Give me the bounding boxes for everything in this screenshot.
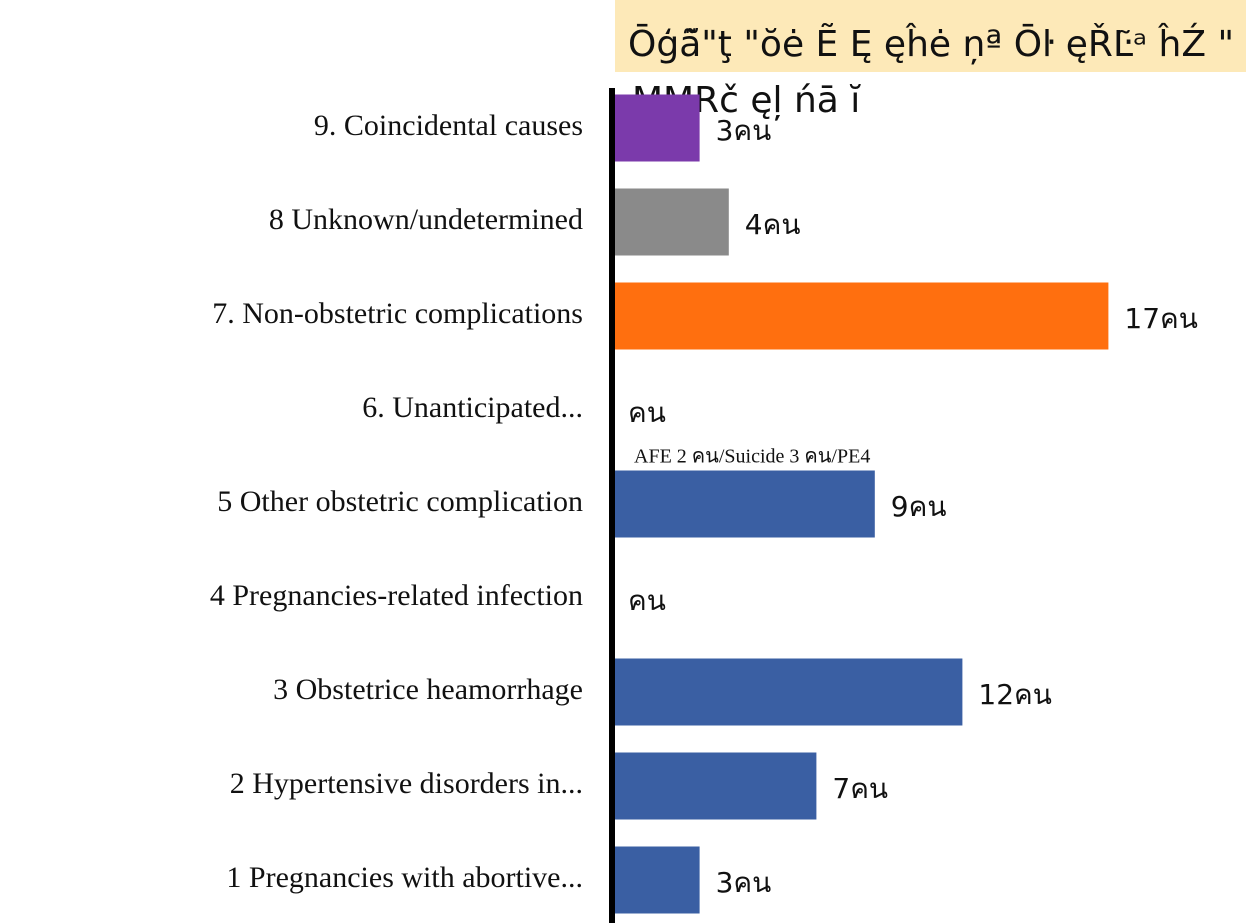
page: {"chart_data": { "type": "bar", "orienta… [0, 0, 1246, 923]
category-label: 9. Coincidental causes [314, 109, 583, 142]
bar [612, 753, 816, 820]
category-label: 7. Non-obstetric complications [212, 297, 583, 330]
annotation: AFE 2 คน/Suicide 3 คน/PE4 [634, 446, 870, 468]
value-label: คน [628, 584, 666, 617]
bar [612, 659, 962, 726]
category-label: 3 Obstetrice heamorrhage [273, 673, 583, 706]
bar [612, 283, 1108, 350]
chart-title: Ōģã̃"ţ "ŏė Ẽ Ę ęĥė ņª Ōŀ ęŘĿ̃ᵃ ĥŹ " [628, 23, 1234, 65]
value-label: 7คน [832, 772, 888, 805]
category-label: 8 Unknown/undetermined [269, 203, 583, 236]
value-label: 17คน [1124, 302, 1198, 335]
value-label: 4คน [745, 208, 801, 241]
chart: Ōģã̃"ţ "ŏė Ẽ Ę ęĥė ņª Ōŀ ęŘĿ̃ᵃ ĥŹ " MMRč… [0, 0, 1246, 923]
value-label: 9คน [891, 490, 947, 523]
category-label: 2 Hypertensive disorders in... [230, 767, 583, 800]
category-label: 6. Unanticipated... [362, 391, 583, 424]
bar [612, 847, 700, 914]
value-label: 3คน [716, 866, 772, 899]
bar [612, 189, 729, 256]
value-label: 3คน [716, 114, 772, 147]
category-label: 5 Other obstetric complication [217, 485, 583, 518]
bar [612, 95, 700, 162]
value-label: 12คน [978, 678, 1052, 711]
category-label: 1 Pregnancies with abortive... [226, 861, 583, 894]
bar [612, 471, 875, 538]
category-label: 4 Pregnancies-related infection [210, 579, 583, 612]
value-label: คน [628, 396, 666, 429]
